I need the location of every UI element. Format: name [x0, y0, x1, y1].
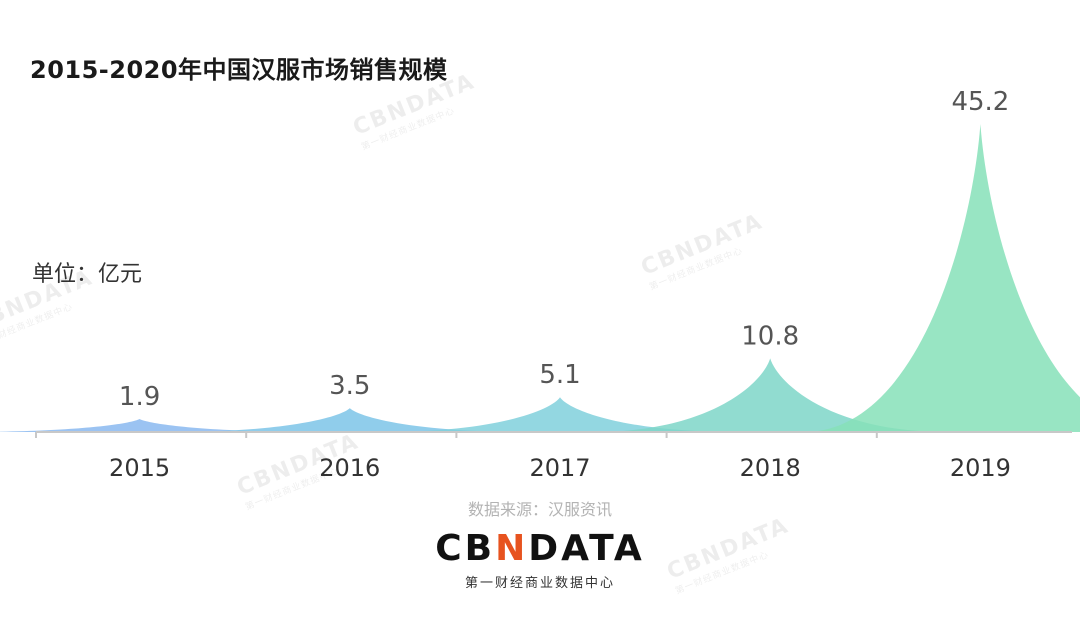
- data-label-2015: 1.9: [119, 382, 160, 412]
- brand-subtitle: 第一财经商业数据中心: [464, 576, 615, 591]
- data-label-2017: 5.1: [539, 360, 580, 390]
- peak-2018: [594, 358, 947, 432]
- data-label-2019: 45.2: [951, 87, 1009, 117]
- brand-logo: CBNDATA 第一财经商业数据中心: [0, 528, 1080, 591]
- x-tick-label-2017: 2017: [529, 454, 590, 482]
- x-tick-label-2019: 2019: [950, 454, 1011, 482]
- data-label-2016: 3.5: [329, 371, 370, 401]
- peak-2015: [0, 419, 316, 432]
- chart-title: 2015-2020年中国汉服市场销售规模: [30, 56, 448, 84]
- unit-label: 单位：亿元: [32, 262, 143, 287]
- peak-2016: [173, 408, 526, 432]
- x-axis-ticks: [35, 432, 878, 438]
- x-tick-label-2018: 2018: [740, 454, 801, 482]
- brand-name: CBNDATA: [435, 528, 645, 569]
- x-tick-labels: 2015 2016 2017 2018 2019: [109, 454, 1011, 482]
- data-label-2018: 10.8: [741, 321, 799, 351]
- data-labels: 1.9 3.5 5.1 10.8 45.2: [119, 87, 1009, 412]
- x-tick-label-2015: 2015: [109, 454, 170, 482]
- peaks-group: [0, 124, 1080, 432]
- peak-2019: [804, 124, 1080, 432]
- x-tick-label-2016: 2016: [319, 454, 380, 482]
- source-note: 数据来源：汉服资讯: [467, 500, 612, 519]
- peak-2017: [383, 397, 737, 432]
